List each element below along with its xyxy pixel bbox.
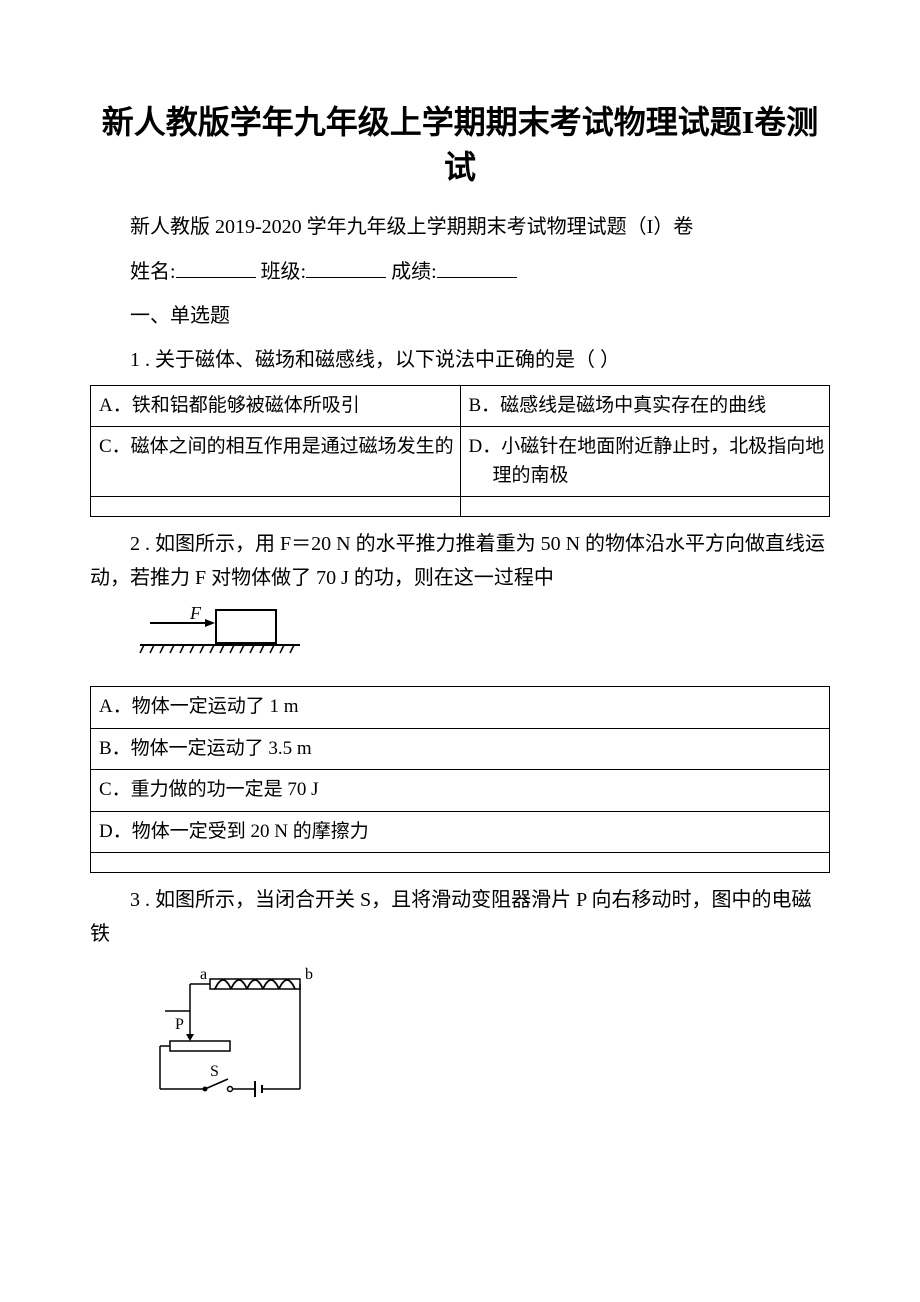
class-label: 班级: [261, 261, 307, 283]
info-line: 姓名: 班级: 成绩: [90, 254, 830, 289]
svg-text:P: P [175, 1016, 184, 1033]
q3-diagram: a b P S [150, 961, 830, 1122]
name-blank [176, 254, 256, 278]
score-label: 成绩: [391, 261, 437, 283]
score-blank [437, 254, 517, 278]
question-3: 3 . 如图所示，当闭合开关 S，且将滑动变阻器滑片 P 向右移动时，图中的电磁… [90, 883, 830, 951]
q1-optD: D．小磁针在地面附近静止时，北极指向地理的南极 [460, 427, 830, 497]
q2-empty [91, 853, 830, 873]
q1-optA: A．铁和铝都能够被磁体所吸引 [91, 385, 461, 427]
question-1: 1 . 关于磁体、磁场和磁感线，以下说法中正确的是（ ） [90, 343, 830, 377]
class-blank [306, 254, 386, 278]
f-label: F [189, 605, 202, 623]
q2-optD: D．物体一定受到 20 N 的摩擦力 [91, 811, 830, 853]
q2-optB: B．物体一定运动了 3.5 m [91, 728, 830, 770]
q1-empty2 [460, 497, 830, 517]
q1-empty1 [91, 497, 461, 517]
svg-text:S: S [210, 1063, 219, 1080]
svg-text:a: a [200, 966, 207, 983]
q2-optA: A．物体一定运动了 1 m [91, 687, 830, 729]
q1-optC: C．磁体之间的相互作用是通过磁场发生的 [91, 427, 461, 497]
section-header: 一、单选题 [90, 299, 830, 333]
name-label: 姓名: [130, 261, 176, 283]
q2-options-table: A．物体一定运动了 1 m B．物体一定运动了 3.5 m C．重力做的功一定是… [90, 686, 830, 873]
svg-text:b: b [305, 966, 313, 983]
main-title: 新人教版学年九年级上学期期末考试物理试题I卷测试 [90, 100, 830, 190]
subtitle: 新人教版 2019-2020 学年九年级上学期期末考试物理试题（I）卷 [90, 210, 830, 244]
q2-diagram: F [130, 605, 830, 676]
question-2: 2 . 如图所示，用 F＝20 N 的水平推力推着重为 50 N 的物体沿水平方… [90, 527, 830, 595]
q1-options-table: A．铁和铝都能够被磁体所吸引 B．磁感线是磁场中真实存在的曲线 C．磁体之间的相… [90, 385, 830, 518]
q2-optC: C．重力做的功一定是 70 J [91, 770, 830, 812]
q1-optB: B．磁感线是磁场中真实存在的曲线 [460, 385, 830, 427]
